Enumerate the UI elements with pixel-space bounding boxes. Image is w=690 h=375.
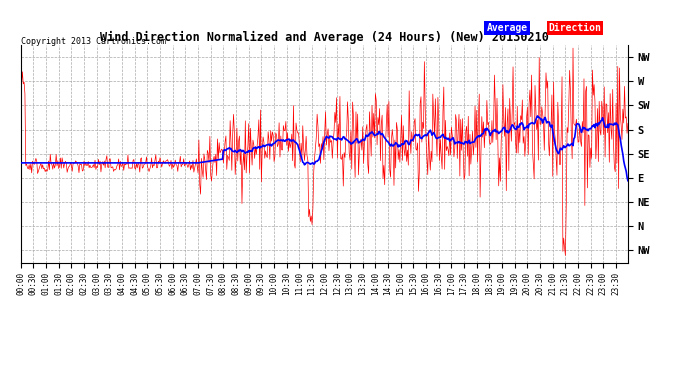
Text: Direction: Direction	[549, 23, 602, 33]
Title: Wind Direction Normalized and Average (24 Hours) (New) 20130210: Wind Direction Normalized and Average (2…	[100, 31, 549, 44]
Text: Average: Average	[486, 23, 528, 33]
Text: Copyright 2013 Cartronics.com: Copyright 2013 Cartronics.com	[21, 38, 166, 46]
